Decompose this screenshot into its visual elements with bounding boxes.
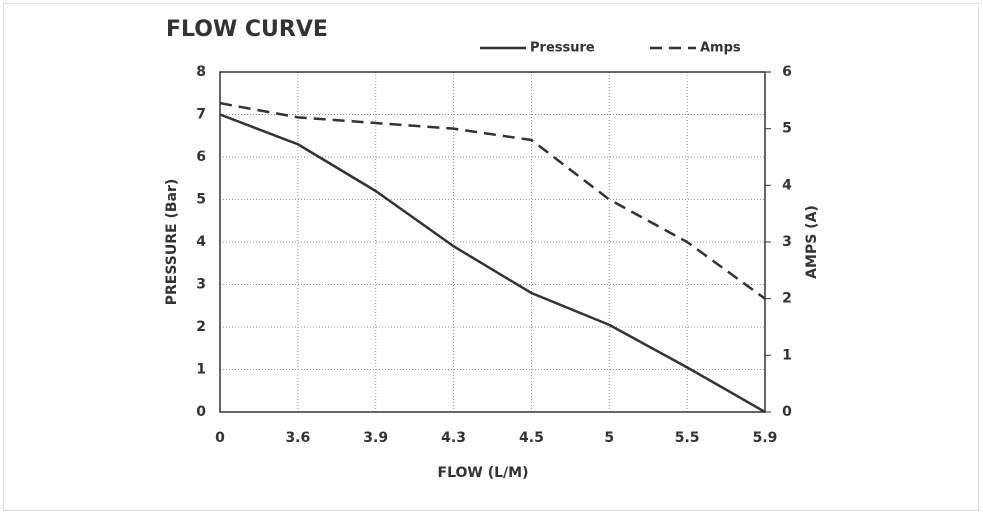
x-tick-label: 5.5 [675, 430, 700, 446]
y-tick-label: 3 [196, 277, 206, 293]
series-line [219, 113, 766, 414]
x-tick-label: 3.6 [285, 430, 310, 446]
x-tick-label: 4.5 [519, 430, 544, 446]
y-tick-label: 2 [196, 319, 206, 335]
legend-label: Pressure [530, 41, 595, 56]
x-axis-label: FLOW (L/M) [438, 465, 529, 481]
x-tick-label: 0 [215, 430, 225, 446]
x-tick-label: 5 [604, 430, 614, 446]
y2-tick-label: 6 [782, 64, 792, 80]
y2-axis-label: AMPS (A) [804, 205, 820, 279]
series-line [219, 101, 766, 300]
y-tick-label: 6 [196, 149, 206, 165]
y-tick-label: 5 [196, 192, 206, 208]
frame [3, 3, 979, 511]
y2-tick-label: 2 [782, 291, 792, 307]
y2-tick-label: 5 [782, 121, 792, 137]
y-tick-label: 7 [196, 107, 206, 123]
plot-frame [219, 71, 766, 413]
chart-title: FLOW CURVE [166, 17, 328, 42]
x-tick-label: 3.9 [363, 430, 388, 446]
y-tick-label: 0 [196, 404, 206, 420]
y-tick-label: 4 [196, 234, 206, 250]
y-tick-label: 8 [196, 64, 206, 80]
x-tick-label: 5.9 [753, 430, 778, 446]
y2-tick-label: 3 [782, 234, 792, 250]
y2-tick-label: 0 [782, 404, 792, 420]
x-tick-label: 4.3 [441, 430, 466, 446]
y2-tick-label: 1 [782, 347, 792, 363]
y-tick-label: 1 [196, 362, 206, 378]
y2-tick-label: 4 [782, 177, 792, 193]
y-axis-label: PRESSURE (Bar) [164, 179, 180, 306]
legend-label: Amps [700, 41, 741, 56]
